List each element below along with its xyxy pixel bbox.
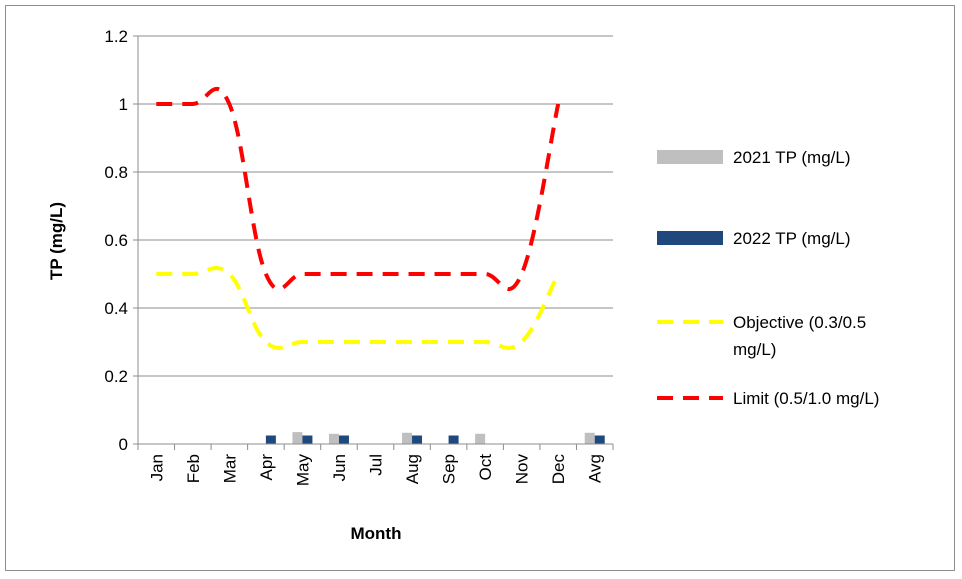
bar-2022 (594, 435, 605, 444)
y-tick-label: 0.4 (104, 299, 128, 318)
y-tick-label: 0 (119, 435, 128, 454)
bar-2022 (302, 435, 313, 444)
bar-2021 (584, 432, 595, 444)
x-tick-label: Sep (440, 454, 459, 484)
bars (265, 432, 605, 444)
x-tick-label: Aug (403, 454, 422, 484)
bar-2021 (402, 432, 413, 444)
legend-label: 2021 TP (mg/L) (733, 148, 851, 167)
objective-line (156, 266, 560, 350)
x-tick-label: Jan (147, 454, 166, 481)
x-tick-label: Nov (513, 454, 532, 485)
chart-frame (5, 5, 955, 571)
gridlines (138, 35, 613, 377)
y-tick-label: 0.2 (104, 367, 128, 386)
series-lines (156, 87, 561, 350)
x-tick-label: Mar (220, 454, 239, 484)
legend-label: 2022 TP (mg/L) (733, 229, 851, 248)
bar-2021 (292, 432, 303, 444)
legend-swatch (657, 150, 723, 164)
x-tick-label: Jul (367, 454, 386, 476)
x-tick-label: Dec (549, 454, 568, 485)
x-tick-label: Avg (586, 454, 605, 483)
legend-label: mg/L) (733, 340, 776, 359)
bar-2022 (265, 435, 276, 444)
legend: 2021 TP (mg/L) 2022 TP (mg/L) Objective (0… (657, 148, 879, 408)
x-tick-label: Feb (184, 454, 203, 483)
legend-label: Limit (0.5/1.0 mg/L) (733, 389, 879, 408)
bar-2021 (328, 433, 339, 444)
y-tick-label: 1.2 (104, 27, 128, 46)
y-axis-title: TP (mg/L) (47, 202, 66, 280)
y-tick-label: 1 (119, 95, 128, 114)
bar-2022 (448, 435, 459, 444)
bar-2022 (338, 435, 349, 444)
x-tick-label: May (293, 454, 312, 487)
bar-2021 (475, 433, 486, 444)
x-tick-label: Oct (476, 454, 495, 481)
x-tick-label: Jun (330, 454, 349, 481)
bar-2022 (412, 435, 423, 444)
y-tick-label: 0.6 (104, 231, 128, 250)
x-axis-title: Month (351, 524, 402, 543)
legend-label: Objective (0.3/0.5 (733, 313, 866, 332)
y-tick-label: 0.8 (104, 163, 128, 182)
x-tick-label: Apr (257, 454, 276, 481)
legend-swatch (657, 231, 723, 245)
axes: 0 0.2 0.4 0.6 0.8 1 1.2 Jan Feb Mar Apr May Jun Jul Au… (104, 27, 614, 487)
limit-line (156, 87, 561, 291)
